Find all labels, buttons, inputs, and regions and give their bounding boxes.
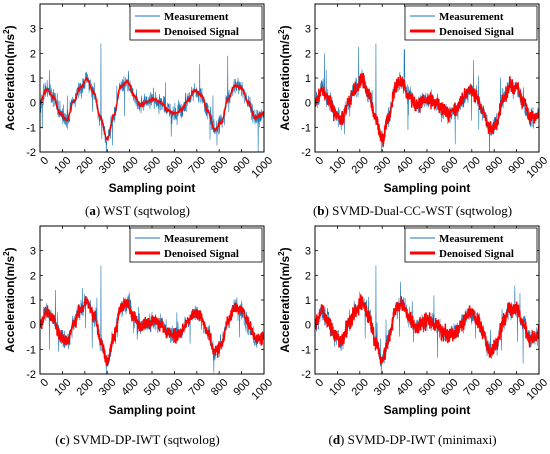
legend-measurement-label: Measurement [439, 233, 504, 245]
x-tick-label: 100 [52, 155, 73, 176]
x-tick-label: 600 [439, 377, 460, 398]
y-tick-label: 0 [30, 320, 36, 332]
x-tick-label: 800 [484, 155, 505, 176]
x-tick-label: 0 [38, 155, 51, 168]
y-tick-label: 2 [30, 48, 36, 60]
x-tick-label: 1000 [524, 155, 550, 181]
legend-box [129, 5, 263, 41]
x-tick-label: 0 [313, 155, 326, 168]
x-tick-label: 700 [462, 155, 483, 176]
x-tick-label: 600 [164, 377, 185, 398]
legend-measurement-label: Measurement [164, 11, 229, 23]
x-tick-label: 700 [462, 377, 483, 398]
legend-denoised-label: Denoised Signal [439, 248, 514, 260]
x-tick-label: 400 [394, 377, 415, 398]
y-tick-label: 0 [30, 98, 36, 110]
caption-b: (b) SVMD-Dual-CC-WST (sqtwolog) [312, 203, 513, 218]
x-axis-label: Sampling point [109, 403, 196, 417]
legend-measurement-label: Measurement [439, 11, 504, 23]
y-tick-label: -2 [26, 369, 36, 381]
denoised-signal-line [315, 72, 539, 148]
x-tick-label: 800 [484, 377, 505, 398]
denoised-signal-line [315, 294, 539, 365]
caption-c: (c) SVMD-DP-IWT (sqtwolog) [55, 432, 220, 447]
legend-measurement-label: Measurement [164, 233, 229, 245]
x-tick-label: 400 [394, 155, 415, 176]
y-axis-label: Acceleration(m/s2) [2, 247, 17, 352]
x-axis-label: Sampling point [384, 403, 471, 417]
y-tick-label: 2 [30, 270, 36, 282]
x-tick-label: 200 [350, 155, 371, 176]
y-tick-label: -1 [301, 122, 311, 134]
y-axis-label: Acceleration(m/s2) [277, 25, 292, 130]
y-tick-label: -2 [26, 147, 36, 159]
y-tick-label: 3 [305, 246, 311, 258]
y-axis-label: Acceleration(m/s2) [2, 25, 17, 130]
x-tick-label: 300 [97, 155, 118, 176]
x-tick-label: 700 [187, 155, 208, 176]
y-tick-label: -2 [301, 147, 311, 159]
y-tick-label: 0 [305, 98, 311, 110]
x-tick-label: 500 [142, 377, 163, 398]
x-tick-label: 200 [75, 377, 96, 398]
denoised-signal-line [40, 77, 264, 141]
x-tick-label: 300 [97, 377, 118, 398]
x-axis-label: Sampling point [384, 181, 471, 195]
y-tick-label: 1 [305, 295, 311, 307]
legend-denoised-label: Denoised Signal [164, 26, 239, 38]
y-tick-label: 1 [305, 73, 311, 85]
x-tick-label: 100 [52, 377, 73, 398]
y-tick-label: -1 [26, 122, 36, 134]
x-tick-label: 200 [350, 377, 371, 398]
y-tick-label: 3 [30, 24, 36, 36]
x-tick-label: 400 [119, 155, 140, 176]
x-tick-label: 1000 [249, 155, 275, 181]
x-tick-label: 100 [327, 377, 348, 398]
legend-denoised-label: Denoised Signal [439, 26, 514, 38]
x-tick-label: 100 [327, 155, 348, 176]
y-tick-label: 3 [30, 246, 36, 258]
y-tick-label: 1 [30, 295, 36, 307]
legend-denoised-label: Denoised Signal [164, 248, 239, 260]
legend-box [404, 5, 538, 41]
x-tick-label: 600 [164, 155, 185, 176]
x-tick-label: 0 [313, 377, 326, 390]
denoised-signal-line [40, 296, 264, 367]
x-axis-label: Sampling point [109, 181, 196, 195]
y-tick-label: 1 [30, 73, 36, 85]
x-tick-label: 300 [372, 155, 393, 176]
y-axis-label: Acceleration(m/s2) [277, 247, 292, 352]
x-tick-label: 1000 [249, 377, 275, 403]
y-tick-label: -1 [301, 344, 311, 356]
x-tick-label: 200 [75, 155, 96, 176]
x-tick-label: 1000 [524, 377, 550, 403]
x-tick-label: 800 [209, 155, 230, 176]
y-tick-label: 3 [305, 24, 311, 36]
x-tick-label: 500 [142, 155, 163, 176]
caption-a: (a) WST (sqtwolog) [85, 203, 190, 218]
caption-d: (d) SVMD-DP-IWT (minimaxi) [328, 432, 497, 447]
x-tick-label: 500 [417, 155, 438, 176]
x-tick-label: 800 [209, 377, 230, 398]
x-tick-label: 600 [439, 155, 460, 176]
x-tick-label: 400 [119, 377, 140, 398]
legend-box [404, 227, 538, 263]
y-tick-label: -2 [301, 369, 311, 381]
y-tick-label: 2 [305, 48, 311, 60]
x-tick-label: 700 [187, 377, 208, 398]
x-tick-label: 0 [38, 377, 51, 390]
x-tick-label: 500 [417, 377, 438, 398]
legend-box [129, 227, 263, 263]
y-tick-label: 0 [305, 320, 311, 332]
y-tick-label: 2 [305, 270, 311, 282]
y-tick-label: -1 [26, 344, 36, 356]
x-tick-label: 300 [372, 377, 393, 398]
